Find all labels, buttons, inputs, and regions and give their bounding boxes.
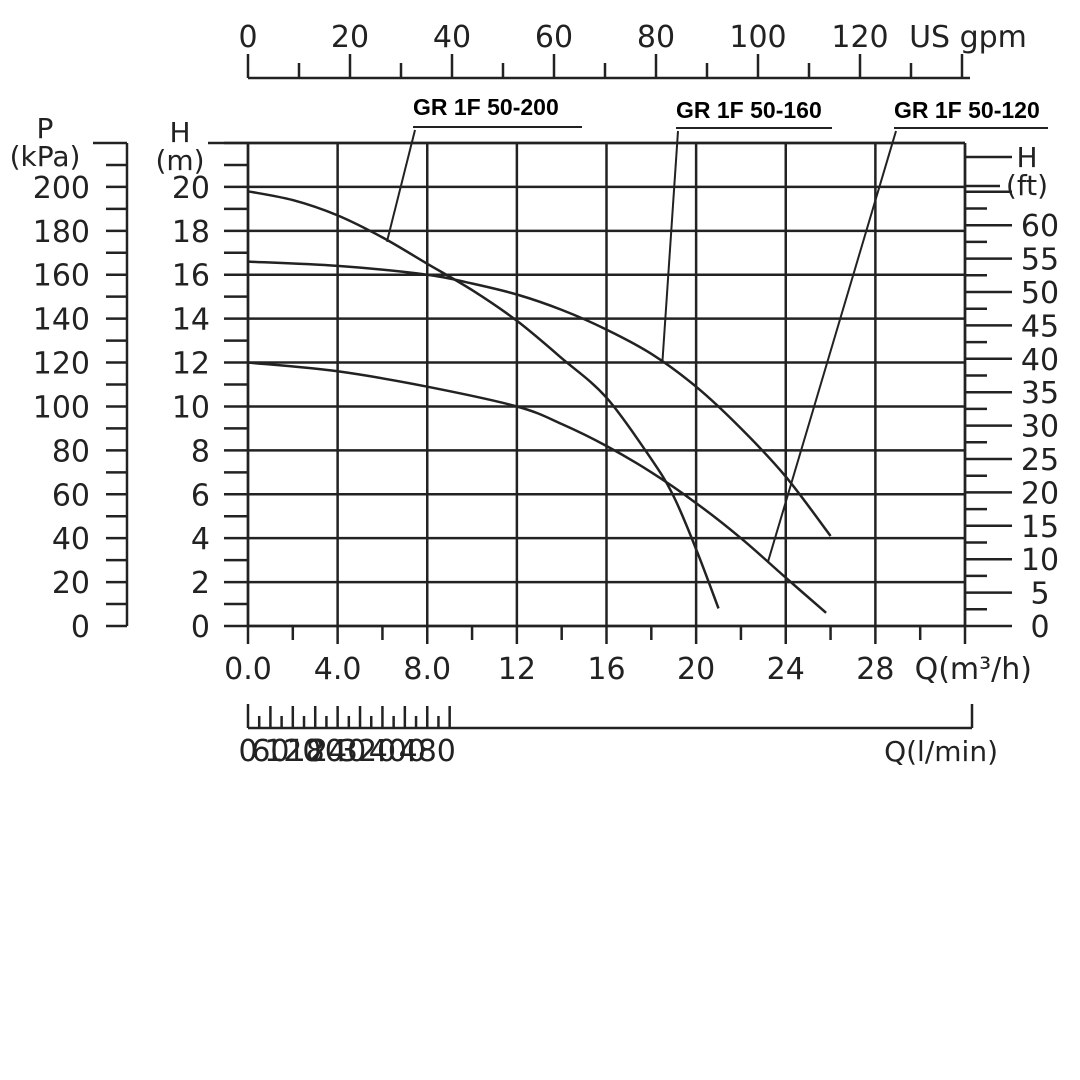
p-kpa-tick-label: 100 [33, 390, 90, 425]
lmin-tick-label: 400 [369, 734, 426, 769]
h-ft-tick-label: 60 [1021, 209, 1059, 244]
p-kpa-tick-label: 120 [33, 347, 90, 382]
p-kpa-axis-unit: (kPa) [10, 140, 81, 173]
h-ft-tick-label: 30 [1021, 410, 1059, 445]
p-kpa-tick-label: 20 [52, 566, 90, 601]
lmin-tick-label: 120 [264, 734, 321, 769]
p-kpa-tick-label: 180 [33, 215, 90, 250]
p-kpa-tick-label: 0 [71, 610, 90, 645]
q-m3h-tick-label: 8.0 [403, 652, 451, 687]
series-50-120-leader-line [766, 130, 897, 563]
h-ft-axis-unit: (ft) [1006, 169, 1048, 202]
h-m-axis-title: H [169, 116, 190, 149]
q-m3h-tick-label: 4.0 [314, 652, 362, 687]
h-ft-tick-label: 5 [1030, 577, 1049, 612]
q-m3h-axis-title: Q(m³/h) [915, 652, 1032, 687]
h-m-tick-label: 16 [172, 259, 210, 294]
q-m3h-tick-label: 24 [767, 652, 805, 687]
h-m-tick-label: 10 [172, 390, 210, 425]
q-m3h-tick-label: 20 [677, 652, 715, 687]
gpm-tick-label: 20 [331, 20, 369, 55]
series-50-200-label: GR 1F 50-200 [413, 94, 559, 120]
q-m3h-tick-label: 28 [856, 652, 894, 687]
h-m-tick-label: 8 [191, 434, 210, 469]
h-ft-tick-label: 45 [1021, 309, 1059, 344]
q-m3h-tick-label: 0.0 [224, 652, 272, 687]
gpm-axis-title: US gpm [909, 20, 1027, 55]
gpm-tick-label: 40 [433, 20, 471, 55]
lmin-tick-label: 0 [238, 734, 257, 769]
series-50-120-curve [247, 361, 827, 614]
h-ft-tick-label: 40 [1021, 343, 1059, 378]
gpm-tick-label: 80 [637, 20, 675, 55]
h-ft-tick-label: 20 [1021, 476, 1059, 511]
p-kpa-tick-label: 200 [33, 171, 90, 206]
p-kpa-axis-title: P [37, 112, 54, 145]
series-50-160-leader-line [661, 130, 679, 361]
h-ft-axis-title: H [1016, 141, 1037, 174]
p-kpa-tick-label: 140 [33, 303, 90, 338]
h-m-tick-label: 14 [172, 303, 210, 338]
labels-layer: 0.0 4.0 8.0 12 16 20 24 28 Q(m³/h)0 20 40 60 80 100 12… [10, 20, 1060, 769]
lmin-tick-label: 60 [251, 734, 289, 769]
h-ft-tick-label: 50 [1021, 276, 1059, 311]
axes-layer [93, 54, 1012, 730]
h-m-tick-label: 20 [172, 171, 210, 206]
gpm-tick-label: 120 [831, 20, 888, 55]
h-m-axis-unit: (m) [155, 144, 204, 177]
h-ft-tick-label: 10 [1021, 543, 1059, 578]
lmin-tick-label: 180 [287, 734, 344, 769]
h-ft-tick-label: 25 [1021, 443, 1059, 478]
h-m-tick-label: 0 [191, 610, 210, 645]
lmin-axis-title: Q(l/min) [884, 735, 998, 768]
h-ft-tick-label: 15 [1021, 510, 1059, 545]
lmin-tick-label: 320 [339, 734, 396, 769]
series-50-200-leader-line [385, 129, 416, 243]
p-kpa-tick-label: 160 [33, 259, 90, 294]
p-kpa-tick-label: 60 [52, 478, 90, 513]
h-ft-tick-label: 0 [1030, 610, 1049, 645]
gpm-tick-label: 0 [238, 20, 257, 55]
curves-layer [247, 190, 832, 614]
series-50-160-label: GR 1F 50-160 [676, 97, 822, 123]
series-50-200-curve [247, 190, 720, 609]
h-ft-tick-label: 35 [1021, 376, 1059, 411]
h-ft-tick-label: 55 [1021, 243, 1059, 278]
q-m3h-tick-label: 12 [498, 652, 536, 687]
series-50-120-label: GR 1F 50-120 [894, 97, 1040, 123]
h-m-tick-label: 2 [191, 566, 210, 601]
lmin-tick-label: 480 [399, 734, 456, 769]
h-m-tick-label: 18 [172, 215, 210, 250]
lmin-tick-label: 240 [309, 734, 366, 769]
q-m3h-tick-label: 16 [587, 652, 625, 687]
h-m-tick-label: 6 [191, 478, 210, 513]
gpm-tick-label: 60 [535, 20, 573, 55]
h-m-tick-label: 12 [172, 347, 210, 382]
gpm-tick-label: 100 [729, 20, 786, 55]
h-m-tick-label: 4 [191, 522, 210, 557]
p-kpa-tick-label: 40 [52, 522, 90, 557]
series-50-160-curve [247, 260, 832, 537]
p-kpa-tick-label: 80 [52, 434, 90, 469]
